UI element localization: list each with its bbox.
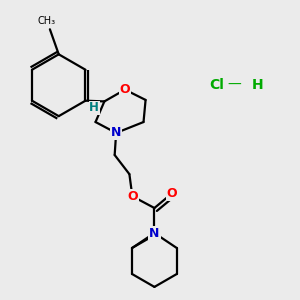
Text: O: O — [127, 190, 138, 203]
Text: H: H — [252, 78, 263, 92]
Text: Cl: Cl — [209, 78, 224, 92]
Text: O: O — [167, 187, 177, 200]
Text: N: N — [111, 126, 121, 140]
Text: —: — — [227, 78, 241, 92]
Text: N: N — [149, 226, 160, 239]
Text: H: H — [89, 101, 99, 114]
Text: O: O — [120, 83, 130, 96]
Text: CH₃: CH₃ — [38, 16, 56, 26]
Text: N: N — [149, 226, 160, 239]
